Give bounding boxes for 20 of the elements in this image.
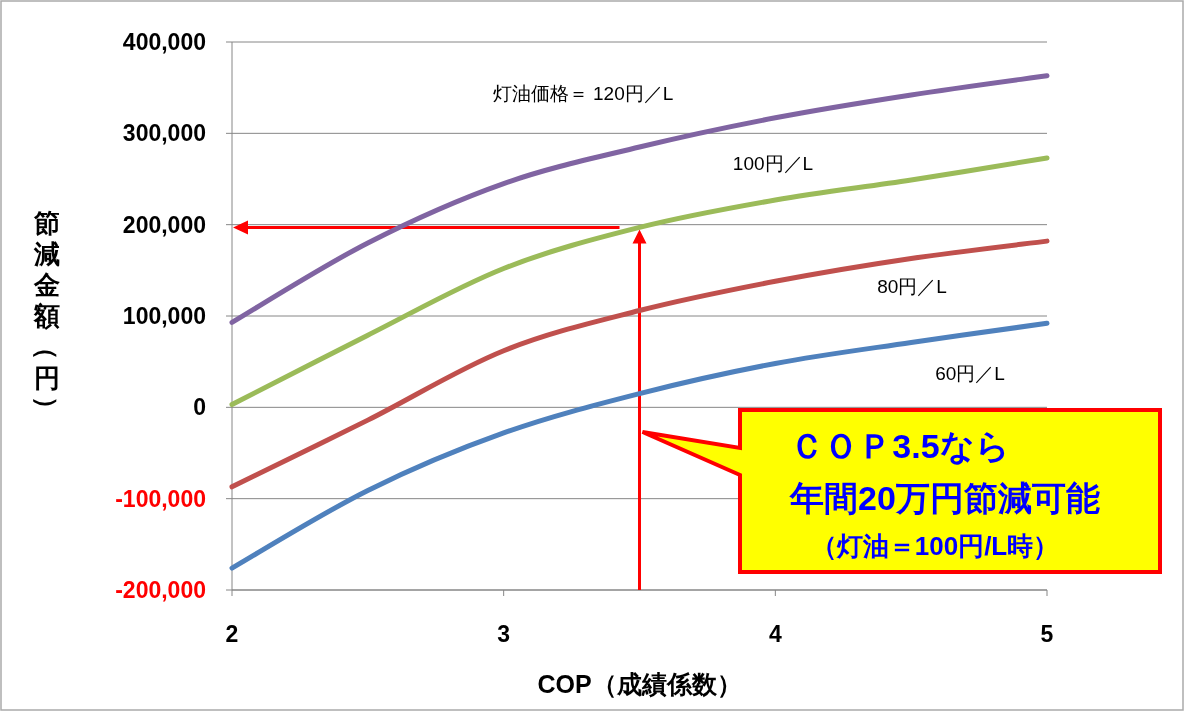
- series-label: 80円／L: [877, 276, 947, 297]
- x-tick-label: 2: [225, 621, 239, 647]
- annotation: 年間20万円節減可能: [789, 479, 1100, 517]
- annotation: ＣＯＰ3.5なら: [790, 427, 1010, 465]
- y-tick-label: 200,000: [122, 211, 206, 238]
- annotation: （灯油＝100円/L時）: [810, 531, 1060, 561]
- y-tick-label: 300,000: [122, 120, 206, 147]
- x-tick-label: 3: [497, 621, 511, 647]
- y-axis-title: 節減金額（円）: [32, 208, 62, 422]
- y-tick-label: 0: [193, 394, 206, 421]
- y-tick-label: 100,000: [122, 303, 206, 329]
- x-tick-label: 4: [768, 621, 782, 647]
- y-tick-label: 400,000: [122, 29, 206, 55]
- y-tick-label: -200,000: [115, 577, 206, 603]
- x-tick-label: 5: [1040, 621, 1054, 647]
- series-label: 100円／L: [732, 153, 814, 174]
- series-label: 60円／L: [935, 363, 1005, 384]
- y-tick-label: -100,000: [115, 485, 206, 512]
- x-axis-title: COP（成績係数）: [537, 670, 742, 698]
- series-label: 灯油価格＝ 120円／L: [492, 83, 674, 104]
